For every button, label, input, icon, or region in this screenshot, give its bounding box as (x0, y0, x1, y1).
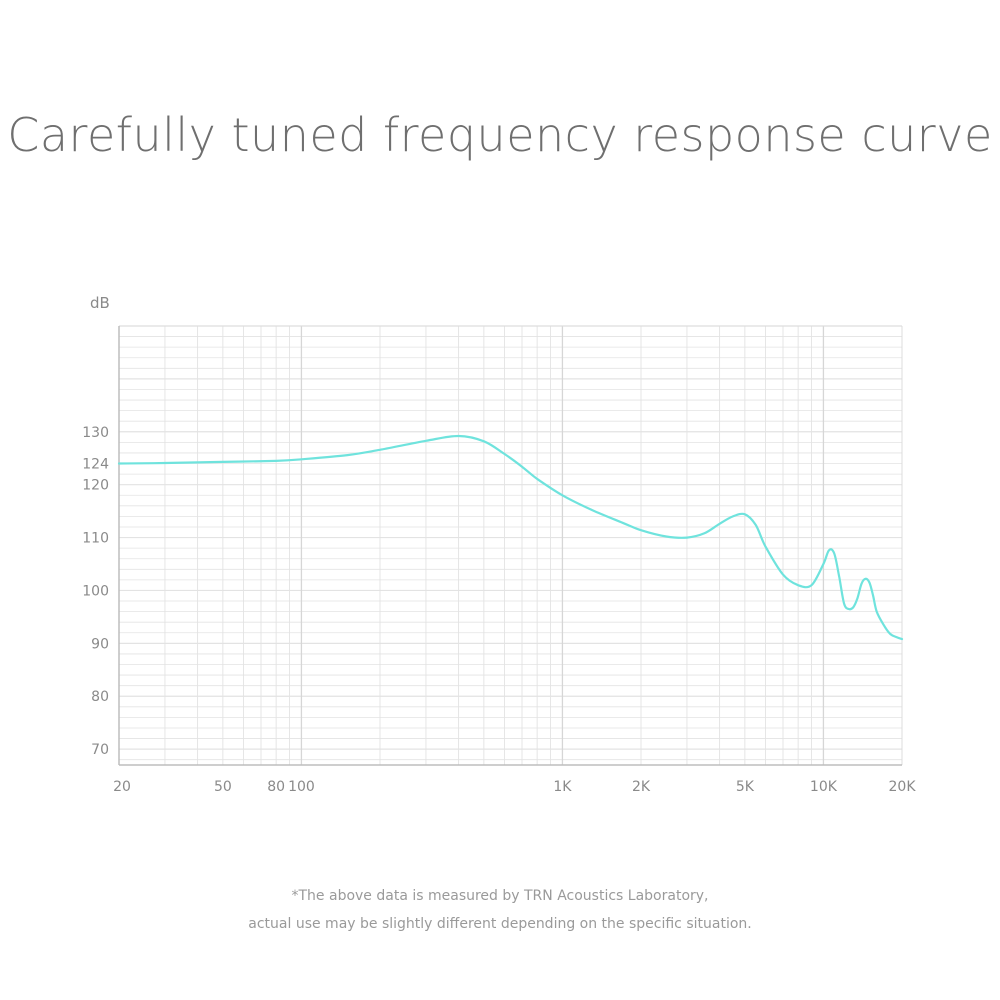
y-tick-label: 110 (82, 531, 109, 547)
x-tick-label: 50 (214, 779, 232, 795)
chart-axes (118, 326, 902, 766)
x-tick-label: 10K (810, 779, 838, 795)
x-tick-label: 2K (632, 779, 651, 795)
y-tick-labels: 70 80 90 100 110 120 124 130 (82, 425, 109, 758)
chart-grid (118, 325, 903, 765)
y-tick-label: 120 (82, 478, 109, 494)
x-tick-labels: 20 50 80 100 1K 2K 5K 10K 20K (113, 779, 916, 795)
y-axis-label: dB (90, 294, 110, 312)
y-tick-label: 80 (91, 689, 109, 705)
y-tick-label: 70 (91, 742, 109, 758)
x-tick-label: 5K (736, 779, 755, 795)
y-tick-label: 130 (82, 425, 109, 441)
page-title: Carefully tuned frequency response curve (7, 108, 993, 162)
y-tick-label: 124 (82, 457, 109, 473)
x-tick-label: 100 (288, 779, 315, 795)
x-tick-label: 1K (553, 779, 572, 795)
x-tick-label: 20K (889, 779, 917, 795)
x-tick-label: 80 (267, 779, 285, 795)
footnote-line-2: actual use may be slightly different dep… (248, 916, 752, 932)
footnote-line-1: *The above data is measured by TRN Acous… (291, 888, 709, 904)
y-tick-label: 90 (91, 636, 109, 652)
y-tick-label: 100 (82, 583, 109, 599)
x-tick-label: 20 (113, 779, 131, 795)
frequency-response-line (117, 434, 904, 641)
